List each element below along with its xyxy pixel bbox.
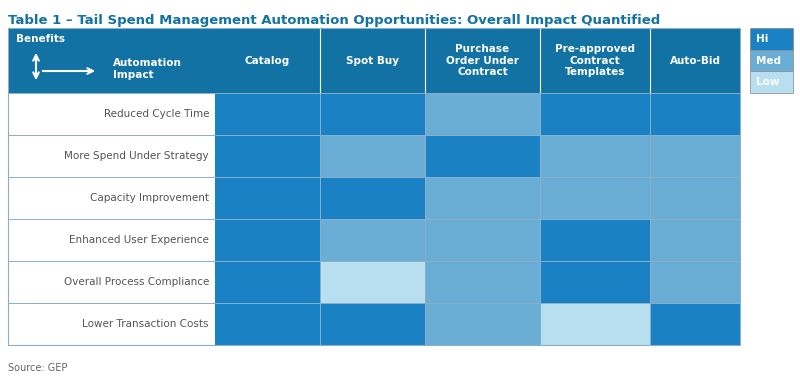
- Bar: [750, 28, 793, 50]
- Bar: [650, 93, 740, 135]
- Text: Overall Process Compliance: Overall Process Compliance: [64, 277, 209, 287]
- Bar: [425, 303, 540, 345]
- Bar: [8, 135, 215, 177]
- Text: Source: GEP: Source: GEP: [8, 363, 67, 373]
- Text: Table 1 – Tail Spend Management Automation Opportunities: Overall Impact Quantif: Table 1 – Tail Spend Management Automati…: [8, 14, 660, 27]
- Bar: [540, 303, 650, 345]
- Bar: [540, 135, 650, 177]
- Bar: [215, 261, 320, 303]
- Bar: [650, 177, 740, 219]
- Text: Reduced Cycle Time: Reduced Cycle Time: [103, 109, 209, 119]
- Bar: [215, 219, 320, 261]
- Text: Med: Med: [756, 55, 781, 65]
- Bar: [320, 93, 425, 135]
- Bar: [540, 93, 650, 135]
- Text: Capacity Improvement: Capacity Improvement: [90, 193, 209, 203]
- Bar: [650, 261, 740, 303]
- Bar: [320, 28, 425, 93]
- Text: Spot Buy: Spot Buy: [346, 55, 399, 65]
- Text: Enhanced User Experience: Enhanced User Experience: [69, 235, 209, 245]
- Text: Low: Low: [756, 77, 779, 87]
- Bar: [8, 261, 215, 303]
- Text: Automation
Impact: Automation Impact: [113, 59, 182, 80]
- Bar: [540, 261, 650, 303]
- Bar: [425, 93, 540, 135]
- Text: Hi: Hi: [756, 34, 768, 44]
- Bar: [8, 28, 215, 93]
- Bar: [540, 219, 650, 261]
- Bar: [540, 28, 650, 93]
- Bar: [8, 93, 215, 135]
- Bar: [215, 177, 320, 219]
- Text: Benefits: Benefits: [16, 34, 65, 44]
- Bar: [8, 303, 215, 345]
- Text: Catalog: Catalog: [245, 55, 290, 65]
- Bar: [320, 219, 425, 261]
- Bar: [8, 219, 215, 261]
- Bar: [8, 177, 215, 219]
- Bar: [320, 261, 425, 303]
- Text: More Spend Under Strategy: More Spend Under Strategy: [64, 151, 209, 161]
- Bar: [320, 135, 425, 177]
- Bar: [425, 28, 540, 93]
- Bar: [650, 219, 740, 261]
- Bar: [215, 93, 320, 135]
- Text: Pre-approved
Contract
Templates: Pre-approved Contract Templates: [555, 44, 635, 77]
- Bar: [650, 303, 740, 345]
- Bar: [750, 71, 793, 93]
- Bar: [540, 177, 650, 219]
- Bar: [650, 135, 740, 177]
- Text: Auto-Bid: Auto-Bid: [670, 55, 721, 65]
- Bar: [215, 28, 320, 93]
- Bar: [425, 219, 540, 261]
- Bar: [215, 303, 320, 345]
- Bar: [320, 303, 425, 345]
- Text: Purchase
Order Under
Contract: Purchase Order Under Contract: [446, 44, 519, 77]
- Bar: [750, 50, 793, 71]
- Bar: [425, 135, 540, 177]
- Bar: [650, 28, 740, 93]
- Bar: [320, 177, 425, 219]
- Text: Lower Transaction Costs: Lower Transaction Costs: [82, 319, 209, 329]
- Bar: [425, 177, 540, 219]
- Bar: [425, 261, 540, 303]
- Bar: [215, 135, 320, 177]
